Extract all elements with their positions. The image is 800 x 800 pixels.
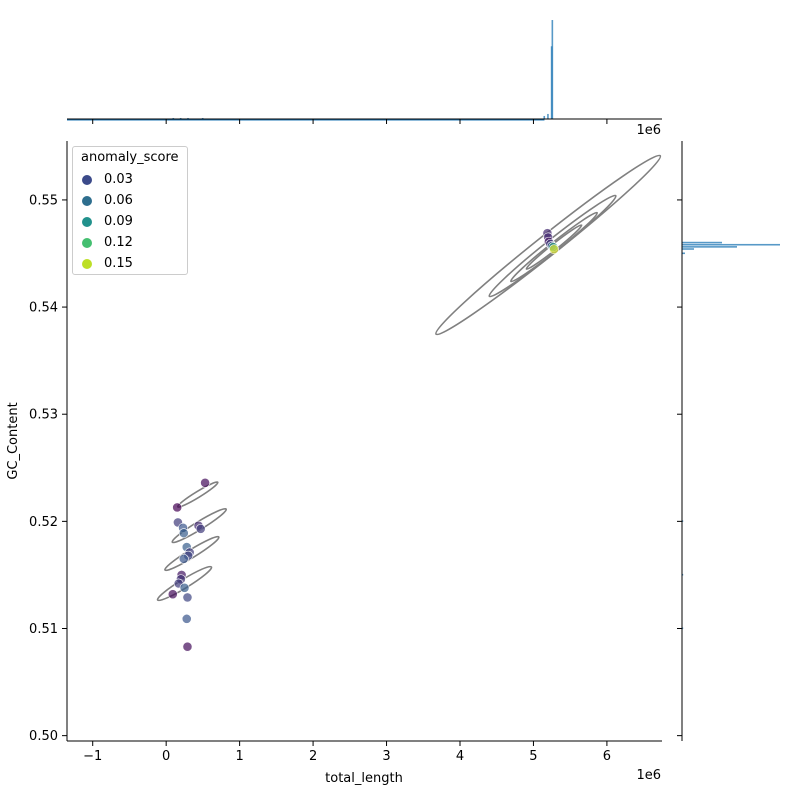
marginal-x-bar [551,20,554,119]
scatter-point [167,589,178,600]
marginal-y-bar [682,520,684,522]
marginal-y-bar [682,627,684,630]
marginal-x-bar [172,117,175,119]
legend-item: 0.12 [82,234,133,252]
x-tick-label: 6 [603,749,611,764]
x-tick-label: 0 [162,749,170,764]
scatter-point [195,523,206,534]
x-tick-label: 3 [382,749,390,764]
x-tick-label: 5 [529,749,537,764]
scatter-point [179,582,190,593]
x-axis-label: total_length [325,771,403,786]
scatter-point [178,553,189,564]
marginal-y-bar [682,248,694,250]
y-tick-label: 0.55 [29,193,58,208]
marginal-y-bar [682,243,780,246]
scatter-point [200,477,210,488]
legend-marker [82,196,92,206]
legend-label: 0.12 [104,235,133,250]
scatter-points [167,228,559,652]
x-tick-label: 2 [309,749,317,764]
scatter-point [182,641,193,652]
x-offset-label-marginal: 1e6 [636,123,661,138]
marginal-x-histogram [67,20,554,121]
legend-label: 0.09 [104,214,133,229]
marginal-x-bar [179,117,182,119]
legend-item: 0.06 [82,192,133,210]
axes: −1 0 1 2 3 4 5 6 0.50 0.51 0.52 0.53 0.54 0.55 [29,118,683,764]
legend-item: 0.09 [82,213,133,231]
marginal-x-bar [201,117,204,119]
y-tick-label: 0.50 [29,729,58,744]
legend-marker [82,238,92,248]
marginal-x-bar [547,113,549,119]
legend-marker [82,217,92,227]
x-tick-label: 1 [235,749,243,764]
legend-label: 0.15 [104,256,133,271]
scatter-point [549,244,559,255]
scatter-point [172,502,183,513]
y-tick-label: 0.52 [29,515,58,530]
marginal-y-histogram [682,241,780,630]
legend-label: 0.03 [104,172,133,187]
kde-contours [156,154,662,602]
scatter-point [181,613,192,624]
legend-item: 0.15 [82,255,133,273]
legend-label: 0.06 [104,193,133,208]
marginal-y-bar [682,573,684,576]
scatter-point [178,528,189,539]
legend-title: anomaly_score [81,150,179,165]
marginal-y-bar [682,252,685,255]
kde-contour-line [176,481,219,508]
marginal-x-bar [543,115,546,119]
x-offset-label-main: 1e6 [636,768,661,783]
y-tick-label: 0.53 [29,408,58,423]
x-tick-label: −1 [83,749,102,764]
legend: anomaly_score 0.03 0.06 0.09 0.12 0.15 [72,146,188,275]
legend-marker [82,259,92,269]
x-tick-label: 4 [456,749,464,764]
scatter-point [182,592,193,603]
y-axis-label: GC_Content [6,402,21,479]
legend-marker [82,175,92,185]
marginal-x-bar [187,117,189,119]
legend-item: 0.03 [82,171,133,189]
y-tick-label: 0.51 [29,622,58,637]
marginal-y-bar [682,246,737,248]
marginal-y-bar [682,241,722,244]
y-tick-label: 0.54 [29,301,58,316]
